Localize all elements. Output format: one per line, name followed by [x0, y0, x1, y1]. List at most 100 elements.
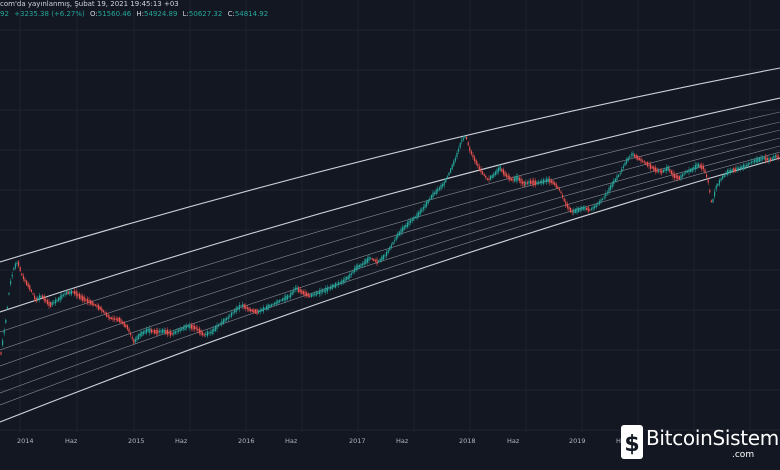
candle-body [152, 330, 154, 332]
candle-body [246, 307, 248, 310]
candle-body [301, 290, 303, 294]
candle-body [0, 352, 2, 355]
candle-body [702, 166, 704, 170]
candle-body [490, 175, 492, 180]
candle-body [280, 299, 282, 302]
candle-body [349, 274, 351, 279]
candle-body [123, 321, 125, 327]
candle-body [258, 310, 260, 313]
candle-body [691, 167, 693, 172]
candle-body [67, 291, 69, 295]
candle-body [749, 162, 751, 165]
candle-body [651, 166, 653, 169]
change-value: +3235.38 (+6.27%) [14, 10, 85, 18]
candle-body [254, 309, 256, 314]
candle-body [53, 302, 55, 304]
candle-body [509, 176, 511, 181]
candle-body [725, 173, 727, 175]
x-tick-label: Haz [507, 437, 520, 445]
candle-body [493, 173, 495, 177]
candle-body [560, 191, 562, 193]
candle-body [147, 328, 149, 332]
candle-body [283, 297, 285, 301]
publish-info: com'da yayınlanmış, Şubat 19, 2021 19:45… [0, 0, 179, 9]
candle-body [478, 166, 480, 170]
candle-body [586, 207, 588, 210]
candle-body [256, 309, 258, 315]
candle-body [139, 333, 141, 337]
candle-body [149, 328, 151, 333]
candle-body [397, 233, 399, 238]
candle-body [178, 329, 180, 332]
candle-body [402, 227, 404, 232]
candle-body [43, 296, 45, 301]
candle-body [75, 291, 77, 296]
candle-body [723, 174, 725, 177]
candle-body [19, 267, 21, 272]
time-axis[interactable]: 2014 Haz 2015 Haz 2016 Haz 2017 Haz 2018… [0, 434, 780, 448]
symbol-header: com'da yayınlanmış, Şubat 19, 2021 19:45… [0, 0, 780, 28]
candle-body [520, 178, 522, 184]
candle-body [202, 332, 204, 336]
candle-body [594, 205, 596, 209]
brand-name: BitcoinSistemi [646, 426, 780, 450]
candle-body [539, 181, 541, 184]
candle-body [763, 156, 765, 160]
candle-body [437, 188, 439, 192]
candle-body [672, 172, 674, 177]
candle-body [683, 173, 685, 175]
candle-body [581, 207, 583, 211]
candle-body [438, 187, 440, 190]
candle-body [50, 302, 52, 308]
x-tick-label: 2017 [349, 437, 366, 445]
candle-body [453, 160, 455, 166]
candle-body [293, 289, 295, 293]
candle-body [110, 317, 112, 319]
candle-body [237, 307, 239, 310]
candle-body [418, 212, 420, 217]
low-label: L: [182, 10, 189, 18]
candle-body [605, 193, 607, 197]
candle-body [88, 300, 90, 303]
channel-line [0, 121, 780, 351]
candle-body [221, 321, 223, 324]
candle-body [469, 147, 471, 152]
candle-body [243, 304, 245, 309]
candle-body [757, 157, 759, 163]
candle-body [227, 316, 229, 319]
candle-body [194, 326, 196, 330]
candle-body [379, 258, 381, 262]
brand-domain: .com [732, 450, 755, 460]
candle-body [266, 305, 268, 310]
candle-body [771, 157, 773, 160]
candle-body [629, 156, 631, 158]
candle-body [706, 174, 708, 177]
candle-body [326, 287, 328, 292]
candle-body [619, 173, 621, 175]
candle-body [210, 332, 212, 334]
candle-body [422, 207, 424, 210]
candle-body [77, 294, 79, 296]
candle-body [630, 154, 632, 156]
candle-body [565, 201, 567, 206]
candle-body [707, 179, 709, 183]
candle-body [242, 304, 244, 307]
candle-body [602, 198, 604, 201]
candle-body [251, 309, 253, 312]
candle-body [334, 282, 336, 288]
x-tick-label: Haz [285, 437, 298, 445]
candle-body [166, 329, 168, 335]
candle-body [395, 236, 397, 240]
candle-body [315, 291, 317, 296]
candle-body [381, 256, 383, 261]
candle-body [426, 201, 428, 207]
candle-body [158, 330, 160, 333]
candle-body [29, 285, 31, 290]
candle-body [461, 139, 463, 142]
candle-body [155, 330, 157, 334]
candle-body [475, 160, 477, 165]
candle-body [45, 299, 47, 302]
candle-body [51, 302, 53, 306]
candle-body [562, 194, 564, 198]
